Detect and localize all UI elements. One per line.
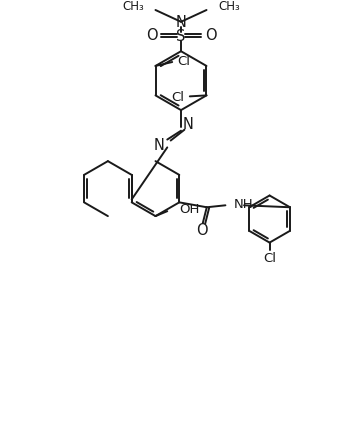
Text: OH: OH bbox=[179, 203, 199, 216]
Text: N: N bbox=[176, 15, 186, 30]
Text: Cl: Cl bbox=[172, 91, 185, 104]
Text: S: S bbox=[176, 29, 186, 44]
Text: N: N bbox=[182, 118, 193, 132]
Text: Cl: Cl bbox=[263, 252, 276, 265]
Text: NH: NH bbox=[233, 198, 253, 211]
Text: O: O bbox=[205, 28, 216, 43]
Text: O: O bbox=[146, 28, 157, 43]
Text: N: N bbox=[154, 138, 165, 153]
Text: O: O bbox=[196, 223, 208, 238]
Text: CH₃: CH₃ bbox=[218, 0, 240, 13]
Text: CH₃: CH₃ bbox=[122, 0, 144, 13]
Text: Cl: Cl bbox=[177, 54, 190, 67]
